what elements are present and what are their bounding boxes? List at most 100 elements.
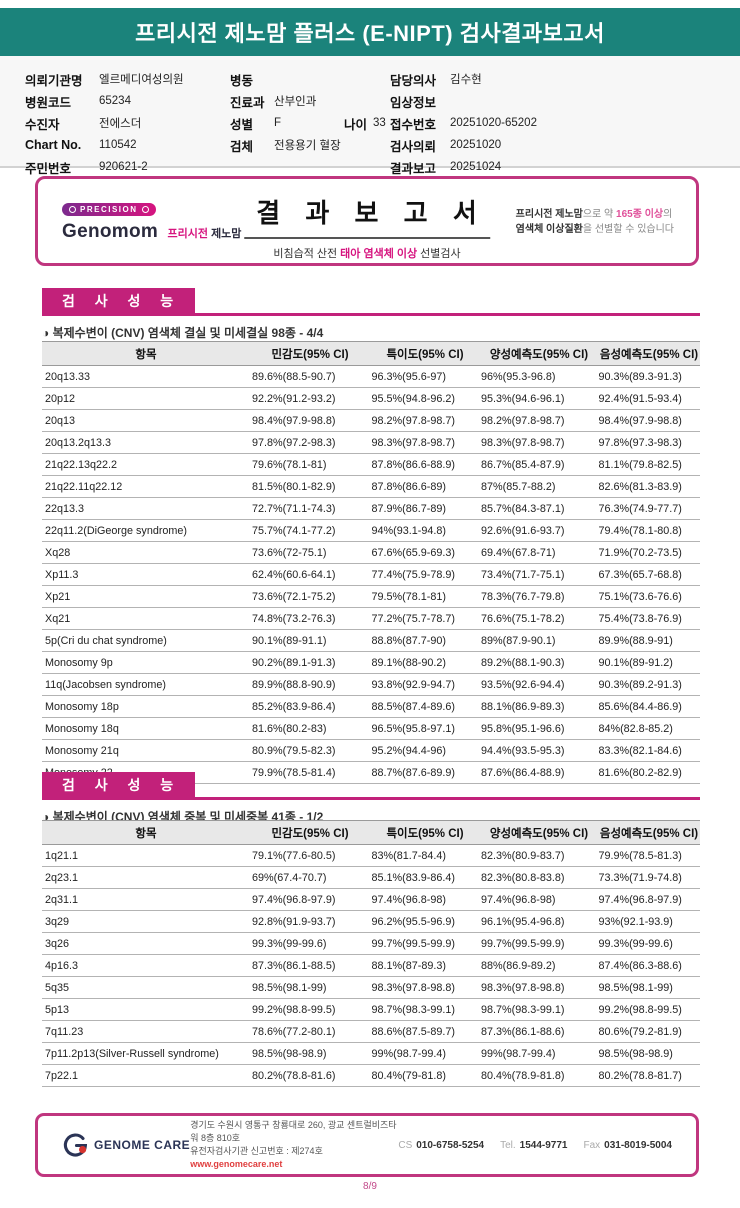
value-cell: 89.1%(88-90.2) <box>371 656 446 669</box>
info-field: 병원코드 65234 <box>25 90 184 112</box>
footer-contacts: CS 010-6758-5254 Tel. 1544-9771 Fax 031-8019-… <box>398 1140 672 1151</box>
item-cell: 20q13.2q13.3 <box>45 436 112 449</box>
value-cell: 89.2%(88.1-90.3) <box>481 656 565 669</box>
table-row: Xq21 74.8%(73.2-76.3) 77.2%(75.7-78.7) 76.6… <box>42 608 700 630</box>
value-cell: 81.5%(80.1-82.9) <box>252 480 336 493</box>
info-field: 결과보고 20251024 <box>390 156 537 178</box>
item-cell: Monosomy 18q <box>45 722 119 735</box>
value-cell: 82.6%(81.3-83.9) <box>598 480 682 493</box>
field-value: 전용용기 혈장 <box>274 140 341 152</box>
column-header: 음성예측도(95% CI) <box>599 827 699 840</box>
info-field: 검체 전용용기 혈장 <box>230 134 417 156</box>
item-cell: 7p11.2p13(Silver-Russell syndrome) <box>45 1047 219 1060</box>
item-cell: 7p22.1 <box>45 1069 79 1082</box>
value-cell: 98.2%(97.8-98.7) <box>481 414 565 427</box>
value-cell: 96%(95.3-96.8) <box>481 370 556 383</box>
genome-care-name: GENOME CARE <box>94 1138 191 1152</box>
info-field: 성별 F 나이 33 <box>230 112 417 134</box>
field-value: 엘르메디여성의원 <box>99 74 184 86</box>
brand-name-kr: 프리시전 제노맘 <box>168 228 242 240</box>
value-cell: 99%(98.7-99.4) <box>371 1047 446 1060</box>
value-cell: 78.3%(76.7-79.8) <box>481 590 565 603</box>
field-label: 나이 <box>344 117 368 132</box>
note2-post: 을 선별할 수 있습니다 <box>582 224 674 235</box>
table-row: Monosomy 18p 85.2%(83.9-86.4) 88.5%(87.4-8… <box>42 696 700 718</box>
value-cell: 88%(86.9-89.2) <box>481 959 556 972</box>
value-cell: 99.3%(99-99.6) <box>252 937 327 950</box>
value-cell: 85.2%(83.9-86.4) <box>252 700 336 713</box>
value-cell: 98.2%(97.8-98.7) <box>371 414 455 427</box>
item-cell: 5q35 <box>45 981 70 994</box>
value-cell: 99.2%(98.8-99.5) <box>598 1003 682 1016</box>
value-cell: 80.2%(78.8-81.6) <box>252 1069 336 1082</box>
contact-item: Tel. 1544-9771 <box>500 1140 567 1151</box>
value-cell: 94.4%(93.5-95.3) <box>481 744 565 757</box>
column-header: 음성예측도(95% CI) <box>599 348 699 361</box>
value-cell: 87.9%(86.7-89) <box>371 502 446 515</box>
contact-number: 1544-9771 <box>519 1139 568 1151</box>
table-row: Xp11.3 62.4%(60.6-64.1) 77.4%(75.9-78.9) 73… <box>42 564 700 586</box>
value-cell: 88.6%(87.5-89.7) <box>371 1025 455 1038</box>
subtitle-pre: 비침습적 산전 <box>273 248 341 260</box>
value-cell: 96.2%(95.5-96.9) <box>371 915 455 928</box>
value-cell: 88.8%(87.7-90) <box>371 634 446 647</box>
item-cell: 22q11.2(DiGeorge syndrome) <box>45 524 188 537</box>
value-cell: 95.8%(95.1-96.6) <box>481 722 565 735</box>
value-cell: 92.6%(91.6-93.7) <box>481 524 565 537</box>
result-banner: PRECISION Genomom 프리시전 제노맘 결 과 보 고 서 비침습… <box>35 176 699 266</box>
value-cell: 87.6%(86.4-88.9) <box>481 766 565 779</box>
value-cell: 93%(92.1-93.9) <box>598 915 673 928</box>
value-cell: 90.2%(89.1-91.3) <box>252 656 336 669</box>
performance-table-deletions: 항목 민감도(95% CI) 특이도(95% CI) 양성예측도(95% CI) 음성예… <box>42 341 700 784</box>
value-cell: 99.3%(99-99.6) <box>598 937 673 950</box>
value-cell: 88.1%(86.9-89.3) <box>481 700 565 713</box>
value-cell: 97.4%(96.8-98) <box>371 893 446 906</box>
table-row: 20q13.33 89.6%(88.5-90.7) 96.3%(95.6-97) 96… <box>42 366 700 388</box>
value-cell: 79.9%(78.5-81.4) <box>252 766 336 779</box>
value-cell: 81.6%(80.2-83) <box>252 722 327 735</box>
item-cell: 5p13 <box>45 1003 70 1016</box>
value-cell: 95.5%(94.8-96.2) <box>371 392 455 405</box>
value-cell: 97.4%(96.8-97.9) <box>252 893 336 906</box>
field-value: 20251020 <box>450 139 502 151</box>
value-cell: 98.5%(98.1-99) <box>598 981 673 994</box>
info-field: 수진자 전에스더 <box>25 112 184 134</box>
value-cell: 98.5%(98.1-99) <box>252 981 327 994</box>
section-header-tab: 검 사 성 능 <box>42 288 196 313</box>
item-cell: 21q22.11q22.12 <box>45 480 123 493</box>
contact-label: Tel. <box>500 1139 516 1151</box>
column-header: 민감도(95% CI) <box>271 827 349 840</box>
column-header: 민감도(95% CI) <box>271 348 349 361</box>
table-row: 11q(Jacobsen syndrome) 89.9%(88.8-90.9) 93… <box>42 674 700 696</box>
item-cell: 4p16.3 <box>45 959 79 972</box>
table-row: 5p(Cri du chat syndrome) 90.1%(89-91.1) 88… <box>42 630 700 652</box>
column-header: 항목 <box>135 827 157 840</box>
value-cell: 93.8%(92.9-94.7) <box>371 678 455 691</box>
info-field: 임상정보 <box>390 90 537 112</box>
value-cell: 98.5%(98-98.9) <box>252 1047 327 1060</box>
item-cell: 3q26 <box>45 937 70 950</box>
brand-kr2: 제노맘 <box>211 227 242 240</box>
value-cell: 72.7%(71.1-74.3) <box>252 502 336 515</box>
value-cell: 80.4%(79-81.8) <box>371 1069 446 1082</box>
website-link[interactable]: www.genomecare.net <box>190 1159 283 1169</box>
field-label: 성별 <box>230 117 254 132</box>
value-cell: 74.8%(73.2-76.3) <box>252 612 336 625</box>
info-field: 병동 <box>230 68 417 90</box>
value-cell: 99%(98.7-99.4) <box>481 1047 556 1060</box>
field-label: 병원코드 <box>25 95 72 110</box>
field-label: 검체 <box>230 139 254 154</box>
value-cell: 93.5%(92.6-94.4) <box>481 678 565 691</box>
field-value: 110542 <box>99 139 137 151</box>
value-cell: 62.4%(60.6-64.1) <box>252 568 336 581</box>
genome-care-mark-icon <box>63 1132 88 1157</box>
subtitle-accent: 태아 염색체 이상 <box>340 248 418 260</box>
value-cell: 81.6%(80.2-82.9) <box>598 766 682 779</box>
value-cell: 73.6%(72-75.1) <box>252 546 327 559</box>
value-cell: 96.3%(95.6-97) <box>371 370 446 383</box>
table-row: 1q21.1 79.1%(77.6-80.5) 83%(81.7-84.4) 82.3… <box>42 845 700 867</box>
brand-kr1: 프리시전 <box>167 227 208 240</box>
item-cell: Xp21 <box>45 590 71 603</box>
table-header-row: 항목 민감도(95% CI) 특이도(95% CI) 양성예측도(95% CI) 음성예… <box>42 341 700 366</box>
column-header: 양성예측도(95% CI) <box>489 348 589 361</box>
